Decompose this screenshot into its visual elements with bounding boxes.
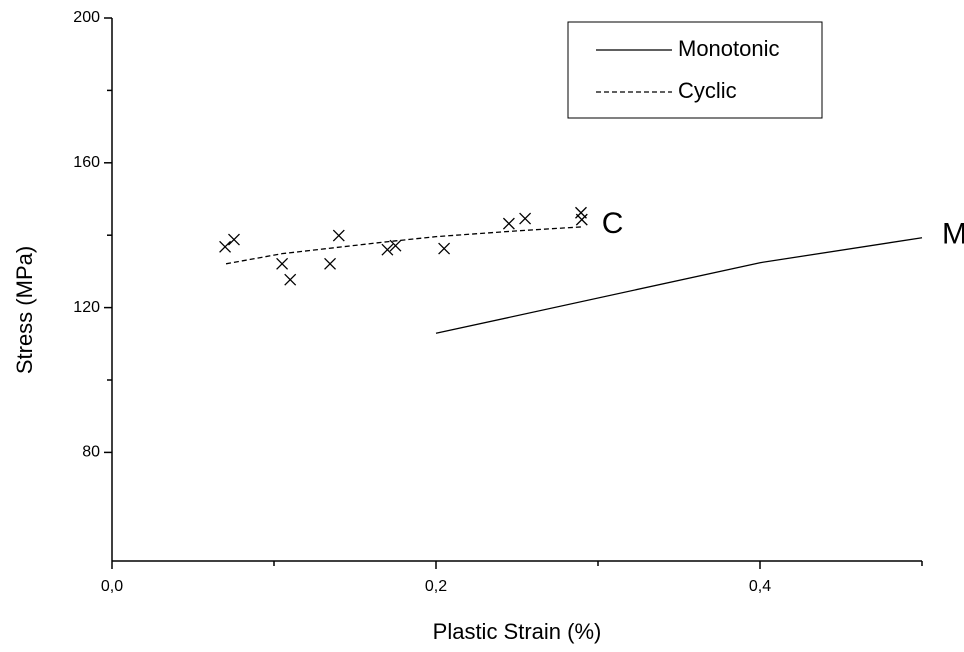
- data-point: [438, 242, 451, 255]
- x-tick-label: 0,0: [101, 578, 123, 595]
- series-line: [225, 226, 582, 265]
- end-label: M: [942, 218, 964, 251]
- x-axis-label: Plastic Strain (%): [433, 619, 602, 644]
- data-point: [219, 240, 232, 253]
- y-axis-label: Stress (MPa): [12, 246, 37, 374]
- data-point: [332, 229, 345, 242]
- y-tick-label: 200: [73, 9, 100, 26]
- x-tick-label: 0,2: [425, 578, 447, 595]
- end-label: C: [602, 207, 624, 240]
- legend-box: [567, 21, 823, 119]
- x-tick-label: 0,4: [749, 578, 771, 595]
- legend-label: Monotonic: [678, 36, 780, 61]
- data-point: [502, 217, 515, 230]
- series-line: [435, 237, 923, 334]
- data-point: [228, 233, 240, 246]
- y-tick-label: 160: [73, 154, 100, 171]
- legend-label: Cyclic: [678, 78, 737, 103]
- data-point: [519, 212, 532, 225]
- data-point: [389, 239, 402, 252]
- data-point: [575, 213, 588, 226]
- y-tick-label: 120: [73, 299, 100, 316]
- data-point: [284, 273, 297, 286]
- data-point: [276, 257, 289, 270]
- data-point: [381, 243, 394, 256]
- data-point: [324, 257, 337, 270]
- y-tick-label: 80: [82, 444, 100, 461]
